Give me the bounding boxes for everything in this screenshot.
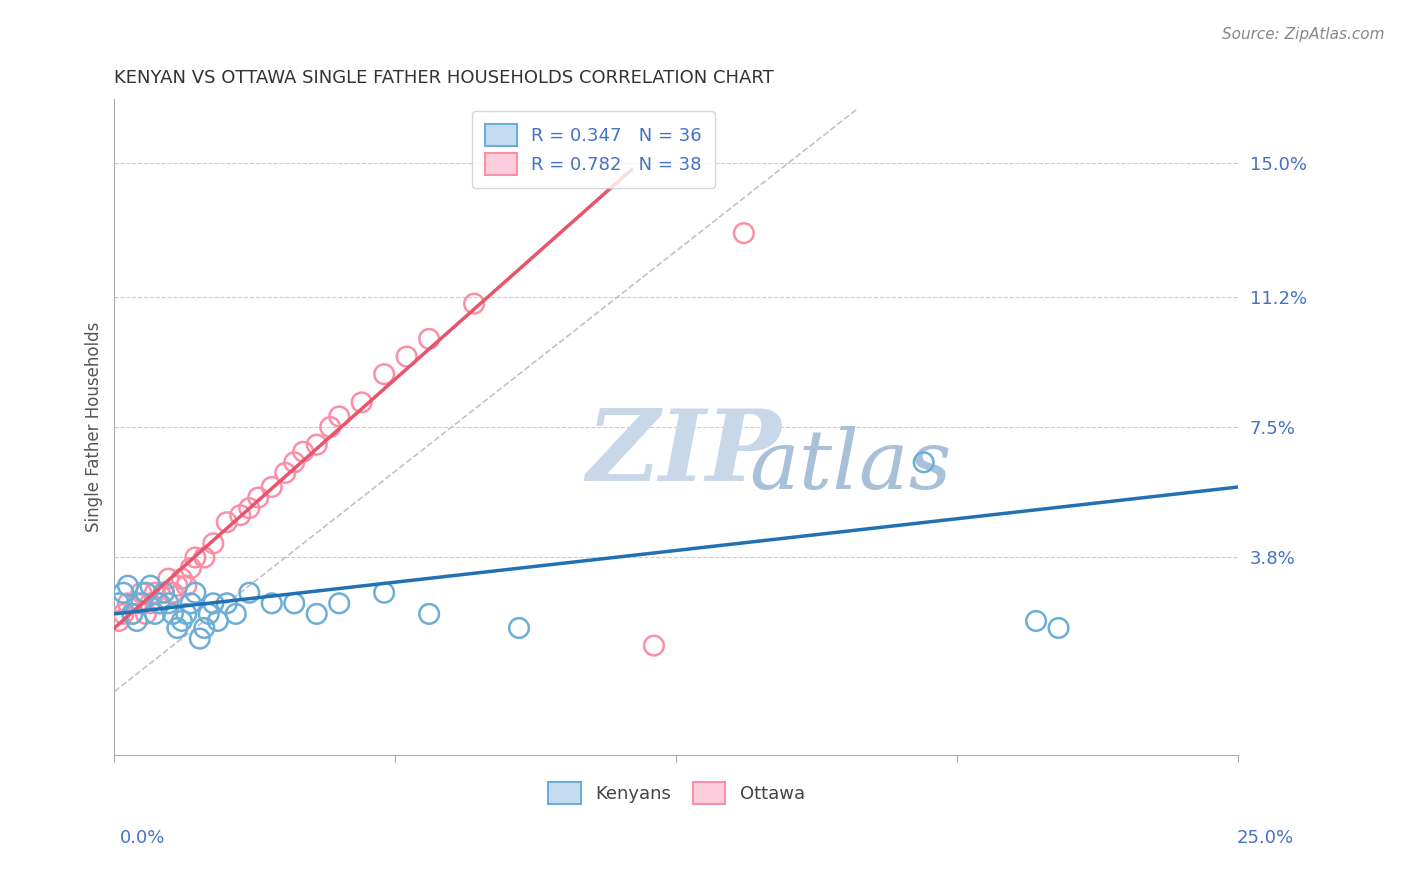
Point bbox=[215, 515, 238, 529]
Point bbox=[135, 607, 157, 621]
Point bbox=[157, 572, 180, 586]
Point bbox=[184, 586, 207, 600]
Point bbox=[153, 586, 176, 600]
Point bbox=[193, 550, 215, 565]
Point bbox=[283, 455, 305, 469]
Point bbox=[170, 572, 193, 586]
Point bbox=[225, 607, 247, 621]
Point bbox=[125, 614, 148, 628]
Point bbox=[373, 367, 395, 381]
Point bbox=[125, 596, 148, 610]
Point bbox=[143, 607, 166, 621]
Point bbox=[135, 586, 157, 600]
Text: 25.0%: 25.0% bbox=[1236, 829, 1294, 847]
Point bbox=[238, 586, 260, 600]
Point bbox=[148, 596, 170, 610]
Point bbox=[260, 480, 283, 494]
Point bbox=[170, 614, 193, 628]
Point bbox=[1047, 621, 1070, 635]
Point bbox=[733, 226, 755, 240]
Point bbox=[319, 420, 342, 434]
Point bbox=[121, 607, 143, 621]
Point bbox=[176, 579, 198, 593]
Point bbox=[166, 579, 188, 593]
Point bbox=[260, 596, 283, 610]
Point bbox=[162, 607, 184, 621]
Point bbox=[131, 586, 153, 600]
Point bbox=[395, 350, 418, 364]
Point bbox=[418, 332, 440, 346]
Point bbox=[328, 596, 350, 610]
Point bbox=[143, 586, 166, 600]
Point bbox=[180, 561, 202, 575]
Point bbox=[184, 550, 207, 565]
Point bbox=[188, 632, 211, 646]
Text: 0.0%: 0.0% bbox=[120, 829, 165, 847]
Point bbox=[162, 586, 184, 600]
Point bbox=[350, 395, 373, 409]
Point bbox=[463, 296, 485, 310]
Point bbox=[274, 466, 297, 480]
Point bbox=[283, 596, 305, 610]
Point bbox=[202, 536, 225, 550]
Point bbox=[148, 596, 170, 610]
Point bbox=[238, 501, 260, 516]
Text: ZIP: ZIP bbox=[586, 405, 782, 501]
Point bbox=[912, 455, 935, 469]
Point bbox=[117, 579, 139, 593]
Point bbox=[112, 607, 135, 621]
Point bbox=[373, 586, 395, 600]
Point bbox=[643, 639, 665, 653]
Point bbox=[202, 596, 225, 610]
Point bbox=[157, 596, 180, 610]
Point bbox=[418, 607, 440, 621]
Point bbox=[198, 607, 221, 621]
Point bbox=[1025, 614, 1047, 628]
Point bbox=[131, 596, 153, 610]
Point bbox=[108, 614, 131, 628]
Point bbox=[108, 596, 131, 610]
Text: KENYAN VS OTTAWA SINGLE FATHER HOUSEHOLDS CORRELATION CHART: KENYAN VS OTTAWA SINGLE FATHER HOUSEHOLD… bbox=[114, 69, 775, 87]
Point bbox=[215, 596, 238, 610]
Point bbox=[193, 621, 215, 635]
Point bbox=[139, 579, 162, 593]
Point bbox=[292, 444, 315, 458]
Point bbox=[207, 614, 229, 628]
Point bbox=[153, 586, 176, 600]
Point bbox=[166, 621, 188, 635]
Point bbox=[139, 596, 162, 610]
Point bbox=[508, 621, 530, 635]
Point bbox=[176, 607, 198, 621]
Point bbox=[229, 508, 252, 523]
Point bbox=[247, 491, 270, 505]
Point bbox=[305, 607, 328, 621]
Y-axis label: Single Father Households: Single Father Households bbox=[86, 322, 103, 533]
Text: Source: ZipAtlas.com: Source: ZipAtlas.com bbox=[1222, 27, 1385, 42]
Legend: Kenyans, Ottawa: Kenyans, Ottawa bbox=[541, 775, 811, 812]
Point bbox=[117, 596, 139, 610]
Text: atlas: atlas bbox=[749, 426, 952, 507]
Point bbox=[328, 409, 350, 424]
Point bbox=[121, 607, 143, 621]
Point bbox=[305, 438, 328, 452]
Point bbox=[180, 596, 202, 610]
Point bbox=[112, 586, 135, 600]
